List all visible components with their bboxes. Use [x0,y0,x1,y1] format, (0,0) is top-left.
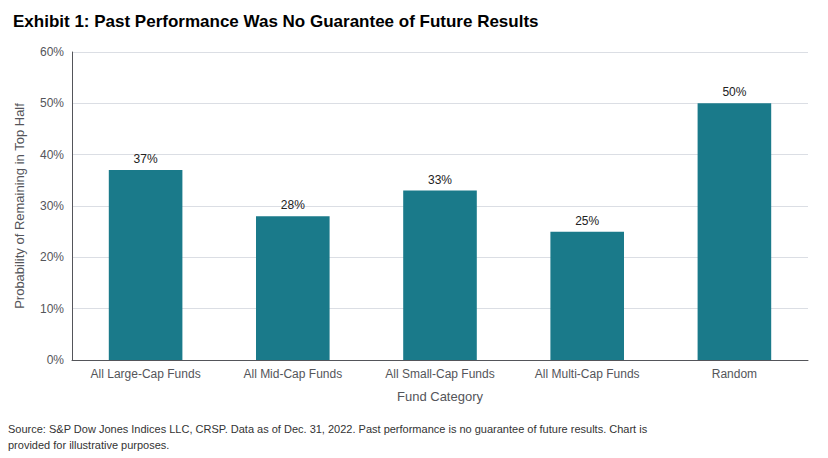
svg-text:10%: 10% [40,302,64,316]
svg-text:All Large-Cap Funds: All Large-Cap Funds [91,367,201,381]
svg-text:50%: 50% [722,85,746,99]
svg-text:Source: S&P Dow Jones Indices: Source: S&P Dow Jones Indices LLC, CRSP.… [8,423,648,435]
svg-text:Random: Random [712,367,757,381]
svg-text:60%: 60% [40,45,64,59]
svg-text:All Multi-Cap Funds: All Multi-Cap Funds [535,367,640,381]
svg-text:37%: 37% [134,152,158,166]
svg-text:Probability of Remaining in To: Probability of Remaining in Top Half [12,103,27,309]
svg-text:25%: 25% [575,214,599,228]
svg-text:Fund Category: Fund Category [397,389,483,404]
svg-text:Exhibit 1: Past Performance Wa: Exhibit 1: Past Performance Was No Guara… [13,12,539,31]
svg-text:33%: 33% [428,173,452,187]
svg-text:30%: 30% [40,199,64,213]
svg-text:0%: 0% [47,353,65,367]
svg-text:40%: 40% [40,148,64,162]
svg-text:All Mid-Cap Funds: All Mid-Cap Funds [243,367,342,381]
svg-text:28%: 28% [281,198,305,212]
svg-text:All Small-Cap Funds: All Small-Cap Funds [385,367,494,381]
svg-text:50%: 50% [40,96,64,110]
svg-text:20%: 20% [40,250,64,264]
svg-text:provided for illustrative purp: provided for illustrative purposes. [8,439,169,451]
